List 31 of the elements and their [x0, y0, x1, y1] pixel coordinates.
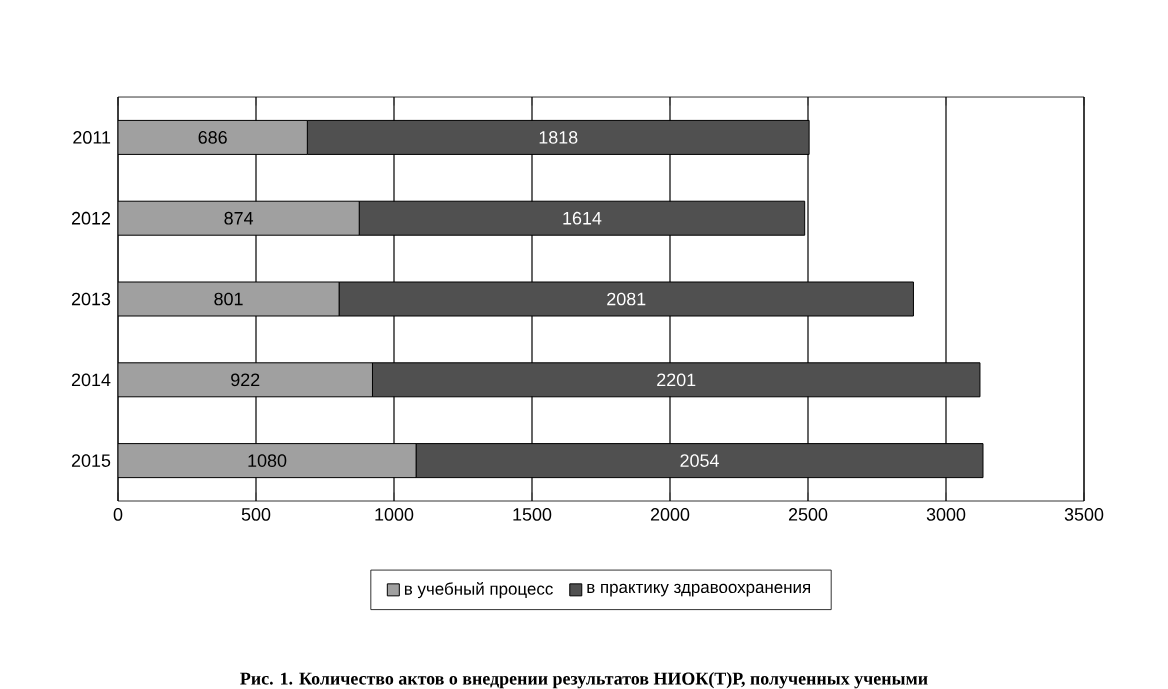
x-tick-label: 3500: [1064, 508, 1104, 521]
y-tick-label: 2013: [71, 292, 111, 306]
y-tick-label: 2012: [71, 211, 111, 225]
y-tick-label: 2011: [73, 131, 111, 144]
bar: [118, 362, 373, 398]
data-label: 922: [231, 373, 260, 387]
data-label: 1614: [563, 211, 602, 225]
data-label: 1080: [248, 454, 287, 467]
x-tick-label: 500: [241, 508, 271, 521]
bar: [118, 200, 360, 236]
y-tick-label: 2015: [71, 454, 111, 467]
x-tick-label: 1000: [375, 508, 414, 521]
x-tick-label: 0: [113, 508, 123, 521]
x-tick-label: 2000: [650, 508, 690, 521]
text: Рис. 1. Количество актов о внедрении результатов НИОК(Т)Р, полученных учеными: [240, 672, 928, 689]
data-label: 874: [224, 211, 254, 225]
bar: [118, 443, 417, 479]
bar: [118, 119, 308, 155]
legend-label: в практику здравоохранения: [587, 583, 811, 597]
x-tick-label: 1500: [513, 508, 552, 521]
bar: [118, 281, 340, 317]
x-tick-label: 3000: [926, 508, 966, 521]
data-label: 801: [214, 292, 243, 306]
legend-label: в учебный процесс: [404, 582, 553, 599]
data-label: 2054: [680, 454, 719, 467]
data-label: 2081: [607, 292, 646, 306]
data-label: 1818: [539, 131, 578, 144]
data-label: 2201: [657, 373, 696, 387]
data-label: 686: [198, 131, 227, 144]
x-tick-label: 2500: [788, 508, 828, 521]
y-tick-label: 2014: [71, 373, 111, 387]
